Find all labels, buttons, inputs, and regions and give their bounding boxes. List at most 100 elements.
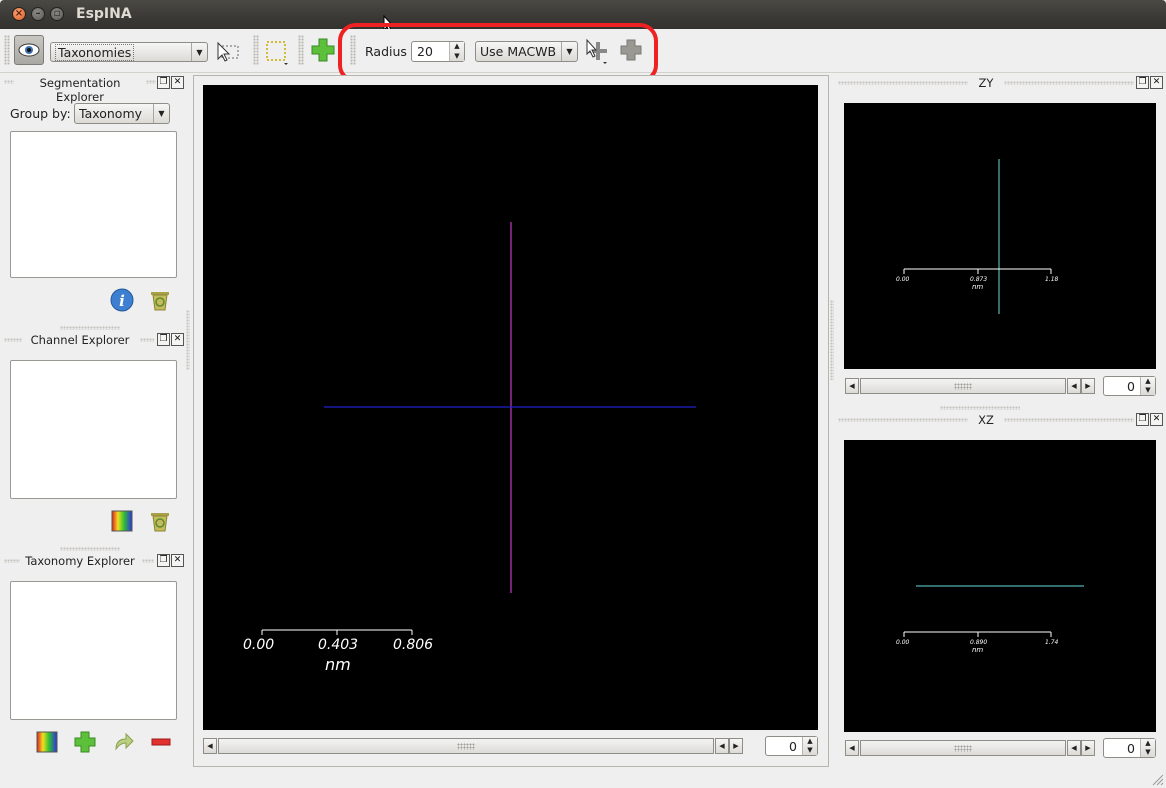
scroll-left-button[interactable]: ◀: [715, 738, 729, 754]
scroll-left-button[interactable]: ◀: [1067, 378, 1081, 394]
add-icon: [620, 39, 642, 61]
main-view-canvas[interactable]: 0.00 0.403 0.806 nm: [203, 85, 818, 730]
maximize-window-button[interactable]: ▫: [50, 7, 64, 21]
zy-slice-spinbox[interactable]: 0 ▲ ▼: [1103, 376, 1156, 396]
highlight-annotation: [338, 23, 658, 83]
xz-view-canvas[interactable]: 0.00 0.890 1.74 nm: [844, 440, 1156, 732]
scroll-handle[interactable]: [457, 743, 475, 750]
scroll-right-button[interactable]: ▶: [1081, 740, 1095, 756]
scale-tick-label: 1.18: [1045, 276, 1059, 283]
toolbar-separator: [253, 35, 259, 65]
radius-spinbox[interactable]: 20 ▲ ▼: [411, 41, 465, 62]
remove-icon: [151, 738, 171, 746]
scroll-track[interactable]: [218, 738, 714, 754]
dock-grip[interactable]: [838, 418, 968, 422]
spin-arrows-icon[interactable]: ▲ ▼: [1140, 739, 1155, 757]
scroll-right-button[interactable]: ▶: [1081, 378, 1095, 394]
float-dock-button[interactable]: ❐: [157, 554, 170, 567]
dock-grip[interactable]: [142, 559, 154, 563]
color-gradient-icon: [111, 510, 133, 532]
scroll-handle[interactable]: [954, 383, 972, 390]
remove-taxonomy-button[interactable]: [147, 728, 175, 756]
close-window-button[interactable]: ×: [12, 7, 26, 21]
segmentation-list[interactable]: [10, 131, 177, 278]
close-dock-button[interactable]: ✕: [1150, 76, 1163, 89]
main-view-scrollbar[interactable]: ◀ ◀ ▶: [203, 737, 743, 755]
scroll-left-button[interactable]: ◀: [203, 738, 217, 754]
dock-separator[interactable]: [60, 326, 120, 330]
scroll-handle[interactable]: [954, 745, 972, 752]
xz-view-scrollbar[interactable]: ◀ ◀ ▶: [845, 739, 1095, 757]
chevron-down-icon: ▼: [153, 104, 169, 123]
taxonomy-color-button[interactable]: [33, 728, 61, 756]
seed-pointer-button[interactable]: [583, 37, 613, 67]
scroll-left-button[interactable]: ◀: [845, 740, 859, 756]
taxonomy-list[interactable]: [10, 581, 177, 720]
scale-tick-label: 0.00: [243, 637, 275, 653]
zy-dock-buttons: ❐ ✕: [1136, 76, 1163, 89]
float-dock-button[interactable]: ❐: [1136, 76, 1149, 89]
float-dock-button[interactable]: ❐: [157, 333, 170, 346]
resize-grip-icon[interactable]: [1150, 772, 1164, 786]
add-taxonomy-button[interactable]: [71, 728, 99, 756]
minimize-window-button[interactable]: –: [31, 7, 45, 21]
close-dock-button[interactable]: ✕: [1150, 413, 1163, 426]
scroll-track[interactable]: [860, 378, 1066, 394]
dock-grip[interactable]: [838, 81, 968, 85]
taxonomy-combo-value: Taxonomies: [55, 43, 135, 61]
redo-arrow-icon: [115, 732, 134, 751]
zy-view-canvas[interactable]: 0.00 0.873 1.18 nm: [844, 103, 1156, 369]
spin-arrows-icon[interactable]: ▲ ▼: [449, 42, 464, 61]
toolbar-separator: [298, 35, 304, 65]
pointer-select-button[interactable]: [212, 37, 242, 67]
channel-color-button[interactable]: [108, 507, 136, 535]
delete-channel-button[interactable]: [146, 507, 174, 535]
zy-view-scrollbar[interactable]: ◀ ◀ ▶: [845, 377, 1095, 395]
scroll-track[interactable]: [860, 740, 1066, 756]
toggle-visibility-button[interactable]: [14, 35, 44, 65]
dock-grip[interactable]: [4, 338, 22, 342]
segmentation-explorer-title: Segmentation Explorer: [39, 76, 121, 104]
recycle-bin-icon: [151, 292, 169, 311]
recycle-bin-icon: [151, 513, 169, 532]
method-combo[interactable]: Use MACWB ▼: [475, 41, 578, 62]
dock-grip[interactable]: [140, 338, 154, 342]
xz-slice-spinbox[interactable]: 0 ▲ ▼: [1103, 738, 1156, 758]
zy-view-crosshair: [903, 159, 1052, 314]
channel-explorer-title: Channel Explorer: [30, 333, 130, 347]
xz-view-crosshair: [903, 585, 1084, 637]
dock-grip[interactable]: [146, 80, 156, 84]
add-seed-button[interactable]: [616, 35, 646, 65]
float-dock-button[interactable]: ❐: [157, 76, 170, 89]
splitter-handle[interactable]: [830, 300, 834, 380]
dock-separator[interactable]: [940, 406, 1020, 410]
dock-separator[interactable]: [60, 547, 120, 551]
toolbar-grip[interactable]: [4, 35, 10, 65]
dock-grip[interactable]: [4, 559, 20, 563]
main-slice-spinbox[interactable]: 0 ▲ ▼: [765, 736, 818, 756]
scroll-right-button[interactable]: ▶: [729, 738, 743, 754]
delete-segmentation-button[interactable]: [146, 286, 174, 314]
dock-grip[interactable]: [4, 80, 14, 84]
dock-grip[interactable]: [1004, 81, 1134, 85]
float-dock-button[interactable]: ❐: [1136, 413, 1149, 426]
channel-list[interactable]: [10, 360, 177, 499]
close-dock-button[interactable]: ✕: [171, 554, 184, 567]
splitter-handle[interactable]: [186, 310, 190, 370]
group-by-combo[interactable]: Taxonomy ▼: [74, 103, 170, 124]
add-segmentation-button[interactable]: [308, 35, 338, 65]
spin-arrows-icon[interactable]: ▲ ▼: [802, 737, 817, 755]
close-dock-button[interactable]: ✕: [171, 76, 184, 89]
channel-explorer-dock-buttons: ❐ ✕: [157, 333, 184, 346]
spin-arrows-icon[interactable]: ▲ ▼: [1140, 377, 1155, 395]
redo-taxonomy-button[interactable]: [109, 728, 137, 756]
scroll-left-button[interactable]: ◀: [1067, 740, 1081, 756]
dock-grip[interactable]: [1004, 418, 1134, 422]
close-dock-button[interactable]: ✕: [171, 333, 184, 346]
taxonomy-combo[interactable]: Taxonomies ▼: [50, 42, 208, 62]
pointer-select-icon: [217, 41, 239, 62]
scroll-left-button[interactable]: ◀: [845, 378, 859, 394]
window-title: EspINA: [76, 6, 132, 22]
selection-box-button[interactable]: [262, 37, 292, 67]
segmentation-info-button[interactable]: i: [108, 286, 136, 314]
